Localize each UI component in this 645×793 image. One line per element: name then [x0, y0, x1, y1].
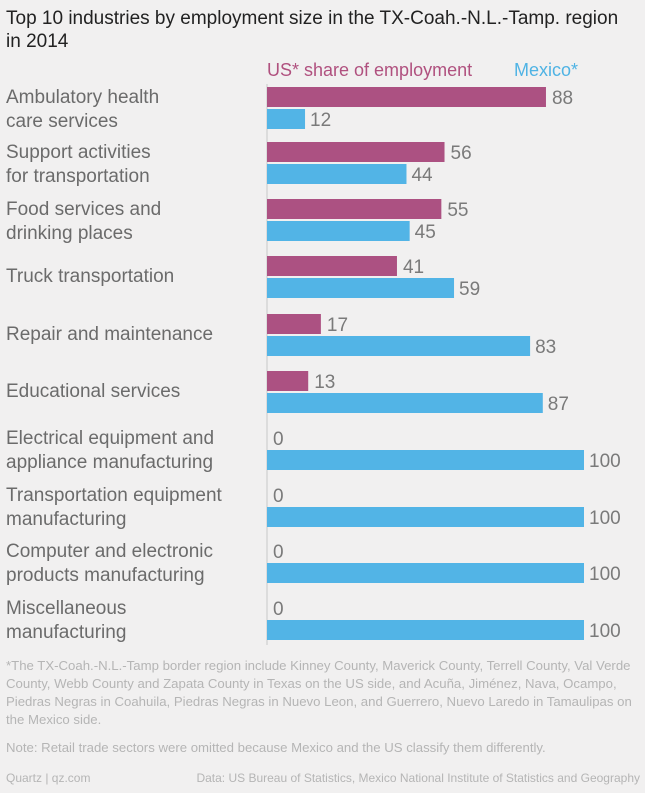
- value-label-us: 0: [273, 599, 284, 620]
- bar-mexico: [267, 620, 584, 640]
- value-label-mexico: 59: [459, 279, 480, 300]
- source-left: Quartz | qz.com: [6, 771, 91, 785]
- chart-title: Top 10 industries by employment size in …: [6, 8, 619, 52]
- value-label-us: 0: [273, 542, 284, 563]
- value-label-mexico: 100: [589, 564, 621, 585]
- category-label: Electrical equipment and appliance manufa…: [6, 428, 214, 473]
- category-label: Transportation equipment manufacturing: [6, 485, 223, 530]
- bar-us: [267, 371, 309, 391]
- value-label-mexico: 100: [589, 621, 621, 642]
- bar-us: [267, 142, 445, 162]
- value-label-mexico: 44: [411, 165, 433, 186]
- category-label: Support activities for transportation: [6, 142, 151, 187]
- value-label-us: 55: [447, 200, 468, 221]
- bar-mexico: [267, 336, 531, 356]
- value-label-mexico: 83: [535, 337, 556, 358]
- bar-us: [267, 199, 442, 219]
- category-label: Repair and maintenance: [6, 324, 213, 345]
- bar-us: [267, 256, 397, 276]
- category-label: Truck transportation: [6, 266, 174, 287]
- value-label-mexico: 12: [310, 110, 331, 131]
- value-label-us: 56: [451, 143, 472, 164]
- value-label-us: 0: [273, 429, 284, 450]
- legend-mexico: Mexico*: [514, 60, 579, 80]
- bar-mexico: [267, 507, 584, 527]
- bar-chart: Ambulatory health care services 88 12 Suppor…: [6, 84, 621, 645]
- category-label: Educational services: [6, 381, 180, 402]
- bar-mexico: [267, 393, 543, 413]
- value-label-mexico: 100: [589, 451, 621, 472]
- value-label-mexico: 100: [589, 508, 621, 529]
- category-label: Ambulatory health care services: [6, 87, 159, 132]
- value-label-us: 0: [273, 486, 284, 507]
- bar-mexico: [267, 278, 455, 298]
- category-label: Computer and electronic products manufact…: [6, 541, 213, 586]
- value-label-us: 41: [403, 257, 424, 278]
- bar-us: [267, 87, 546, 107]
- bar-mexico: [267, 221, 410, 241]
- bar-mexico: [267, 164, 407, 184]
- source-right: Data: US Bureau of Statistics, Mexico Na…: [196, 771, 640, 785]
- legend-us: US* share of employment: [267, 60, 473, 80]
- category-label: Food services and drinking places: [6, 199, 161, 244]
- value-label-us: 88: [552, 88, 573, 109]
- value-label-mexico: 45: [415, 222, 436, 243]
- bar-mexico: [267, 109, 306, 129]
- footnote: *The TX-Coah.-N.L.-Tamp border region in…: [6, 658, 632, 727]
- retail-note: Note: Retail trade sectors were omitted …: [6, 740, 546, 755]
- bar-mexico: [267, 563, 584, 583]
- value-label-us: 17: [327, 315, 348, 336]
- value-label-us: 13: [314, 372, 335, 393]
- bar-us: [267, 314, 321, 334]
- bar-mexico: [267, 450, 584, 470]
- value-label-mexico: 87: [548, 394, 569, 415]
- category-label: Miscellaneous manufacturing: [6, 598, 126, 643]
